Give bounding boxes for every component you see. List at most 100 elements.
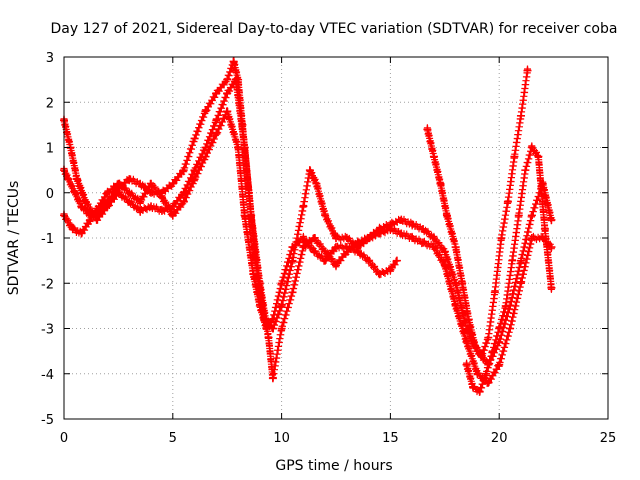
data-point [70,188,79,197]
data-point [353,238,362,247]
x-tick-label: 10 [273,431,290,446]
x-tick-label: 0 [60,431,68,446]
x-tick-label: 5 [169,431,177,446]
data-point [179,166,188,175]
y-tick-label: -5 [41,413,54,428]
data-point [540,224,549,233]
data-point [471,342,480,351]
data-point [240,211,249,220]
x-tick-label: 25 [600,431,617,446]
data-point [332,243,340,252]
data-point [223,107,232,116]
data-point [510,152,519,161]
series-trace-e [462,142,556,396]
axis-ticks: 0 5 10 15 20 25 -5 -4 -3 -2 -1 0 1 2 3 [41,51,616,446]
data-point [375,270,384,279]
chart-title: Day 127 of 2021, Sidereal Day-to-day VTE… [51,21,618,37]
data-point [114,179,123,188]
data-point [342,243,351,252]
data-point [179,188,188,197]
data-point [321,211,330,220]
data-point [201,107,210,116]
data-point [419,238,428,247]
data-point [440,247,449,256]
data-point [277,279,286,288]
data-point [268,374,277,383]
data-point [386,224,395,233]
y-tick-label: -4 [41,368,54,383]
data-point [527,143,536,152]
data-point [190,134,199,143]
data-point [249,270,258,279]
data-point [442,211,451,220]
data-point [288,288,297,297]
data-point [547,215,556,224]
data-point [462,338,471,347]
data-point [212,129,221,138]
data-point [386,265,395,274]
data-point [125,175,134,184]
data-point [223,89,232,98]
data-point [397,229,406,238]
data-point [234,143,243,152]
y-tick-label: -3 [41,323,54,338]
data-point [342,234,351,242]
data-point [268,315,277,324]
data-point [86,215,95,224]
data-point [305,166,314,175]
data-point [81,197,90,206]
data-point [506,324,515,333]
data-point [464,315,473,324]
data-point [429,152,438,161]
data-point [125,188,134,197]
data-point [508,256,517,265]
data-point [264,333,273,342]
data-point [514,211,523,220]
y-tick-label: 2 [46,96,54,111]
data-point [534,152,543,161]
data-point [484,378,493,387]
y-tick-label: -1 [41,232,54,247]
data-point [419,224,428,233]
data-point [521,166,530,175]
data-point [451,243,460,252]
data-point [332,261,340,270]
data-point [168,179,177,188]
data-point [255,279,264,288]
data-point [375,229,384,238]
data-point [310,234,319,242]
data-point [231,75,240,84]
data-point [353,247,362,256]
data-point [516,111,525,120]
data-point [451,301,460,310]
data-point [516,279,525,288]
data-point [288,243,297,252]
data-point [168,211,177,220]
data-point [136,179,145,188]
data-point [495,360,504,369]
data-point [488,347,497,356]
y-tick-label: 1 [46,142,54,157]
series-trace-d [423,65,532,361]
data-point [147,179,156,188]
data-point [490,288,499,297]
data-point [190,175,199,184]
data-point [299,234,308,242]
data-point [497,234,506,242]
data-point [73,175,82,184]
data-point [321,256,330,265]
data-point [523,66,532,75]
data-point [482,369,491,378]
y-tick-label: 0 [46,187,54,202]
data-point [397,215,406,224]
data-point [68,224,77,233]
data-point [495,324,504,333]
data-point [64,175,73,184]
data-point [136,206,145,215]
data-point [212,116,221,125]
data-point [299,202,308,211]
data-point [312,179,321,188]
data-point [503,197,512,206]
data-point [77,229,86,238]
